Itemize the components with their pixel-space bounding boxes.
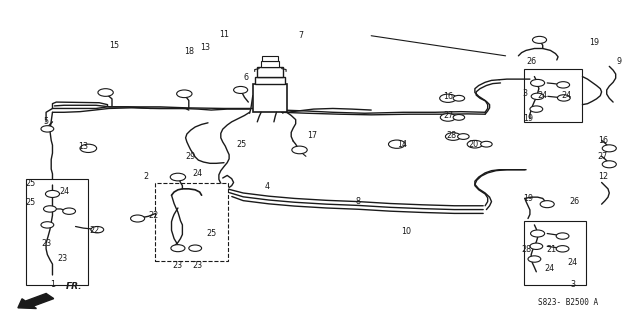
Text: 25: 25: [26, 198, 36, 207]
Text: 24: 24: [59, 187, 69, 196]
Bar: [255, 77, 285, 84]
Text: FR.: FR.: [66, 282, 83, 291]
Circle shape: [556, 233, 569, 239]
Text: 17: 17: [307, 131, 317, 140]
Text: 24: 24: [538, 91, 548, 100]
Text: 18: 18: [184, 47, 194, 56]
Text: 23: 23: [58, 254, 68, 263]
Text: 12: 12: [598, 172, 608, 181]
Text: 2: 2: [143, 172, 148, 181]
Circle shape: [602, 145, 616, 152]
Text: 24: 24: [192, 169, 202, 178]
Circle shape: [530, 243, 543, 249]
Text: 19: 19: [523, 114, 533, 123]
Circle shape: [531, 230, 545, 237]
Bar: [261, 61, 279, 67]
Circle shape: [234, 86, 248, 93]
Text: 16: 16: [598, 137, 608, 145]
Text: 7: 7: [298, 31, 303, 40]
Circle shape: [467, 140, 483, 148]
Bar: [262, 56, 278, 61]
Circle shape: [45, 190, 60, 197]
FancyArrow shape: [18, 293, 54, 308]
Text: 27: 27: [443, 111, 453, 120]
Circle shape: [80, 144, 97, 152]
Text: 29: 29: [186, 152, 196, 161]
Circle shape: [445, 133, 461, 140]
Text: S823- B2500 A: S823- B2500 A: [538, 298, 598, 307]
Circle shape: [557, 82, 570, 88]
Text: 23: 23: [173, 261, 183, 270]
Circle shape: [44, 206, 56, 212]
Circle shape: [41, 126, 54, 132]
Text: 19: 19: [523, 194, 533, 203]
Circle shape: [292, 146, 307, 154]
Circle shape: [458, 134, 469, 139]
Text: 13: 13: [78, 142, 88, 151]
Text: 24: 24: [568, 258, 578, 267]
Text: 27: 27: [598, 152, 608, 161]
Text: 22: 22: [90, 226, 100, 235]
Text: 3: 3: [522, 89, 527, 98]
Text: 23: 23: [192, 261, 202, 270]
Circle shape: [453, 95, 465, 101]
Circle shape: [531, 93, 544, 100]
Bar: [253, 84, 287, 112]
Circle shape: [540, 201, 554, 208]
Text: 16: 16: [443, 92, 453, 101]
Circle shape: [177, 90, 192, 98]
Bar: [524, 69, 582, 122]
Bar: [524, 221, 586, 285]
Text: 9: 9: [617, 57, 622, 66]
Circle shape: [171, 245, 185, 252]
Text: 6: 6: [244, 73, 249, 82]
Circle shape: [91, 226, 104, 233]
Circle shape: [602, 161, 616, 168]
Text: 22: 22: [148, 211, 159, 220]
Circle shape: [440, 114, 456, 121]
Text: 28: 28: [521, 245, 531, 254]
Circle shape: [98, 89, 113, 96]
Circle shape: [440, 94, 456, 102]
Circle shape: [530, 106, 543, 112]
Circle shape: [481, 141, 492, 147]
Text: 24: 24: [561, 91, 572, 100]
Text: 26: 26: [570, 197, 580, 206]
Circle shape: [170, 173, 186, 181]
Text: 10: 10: [401, 227, 412, 236]
Text: 19: 19: [589, 38, 599, 47]
Text: 23: 23: [42, 239, 52, 248]
Circle shape: [453, 115, 465, 120]
Circle shape: [131, 215, 145, 222]
Circle shape: [388, 140, 405, 148]
Text: 8: 8: [356, 197, 361, 206]
Circle shape: [189, 245, 202, 251]
Text: 25: 25: [237, 140, 247, 149]
Text: 20: 20: [468, 140, 479, 149]
Text: 21: 21: [547, 245, 557, 254]
Bar: [257, 67, 283, 77]
Text: 14: 14: [397, 140, 407, 149]
Text: 28: 28: [446, 131, 456, 140]
Circle shape: [557, 95, 570, 101]
Bar: [155, 183, 228, 261]
Circle shape: [41, 222, 54, 228]
Circle shape: [63, 208, 76, 214]
Text: 24: 24: [544, 264, 554, 273]
Circle shape: [531, 79, 545, 86]
Text: 11: 11: [219, 30, 229, 39]
Text: 15: 15: [109, 41, 119, 50]
Text: 4: 4: [265, 182, 270, 191]
Text: 25: 25: [206, 229, 216, 238]
Circle shape: [556, 246, 569, 252]
Text: 26: 26: [526, 57, 536, 66]
Bar: [26, 179, 88, 285]
Circle shape: [528, 256, 541, 262]
Text: 25: 25: [26, 179, 36, 188]
Text: 13: 13: [200, 43, 210, 52]
Text: 5: 5: [44, 117, 49, 126]
Text: 1: 1: [50, 280, 55, 289]
Circle shape: [532, 36, 547, 43]
Text: 3: 3: [570, 280, 575, 289]
